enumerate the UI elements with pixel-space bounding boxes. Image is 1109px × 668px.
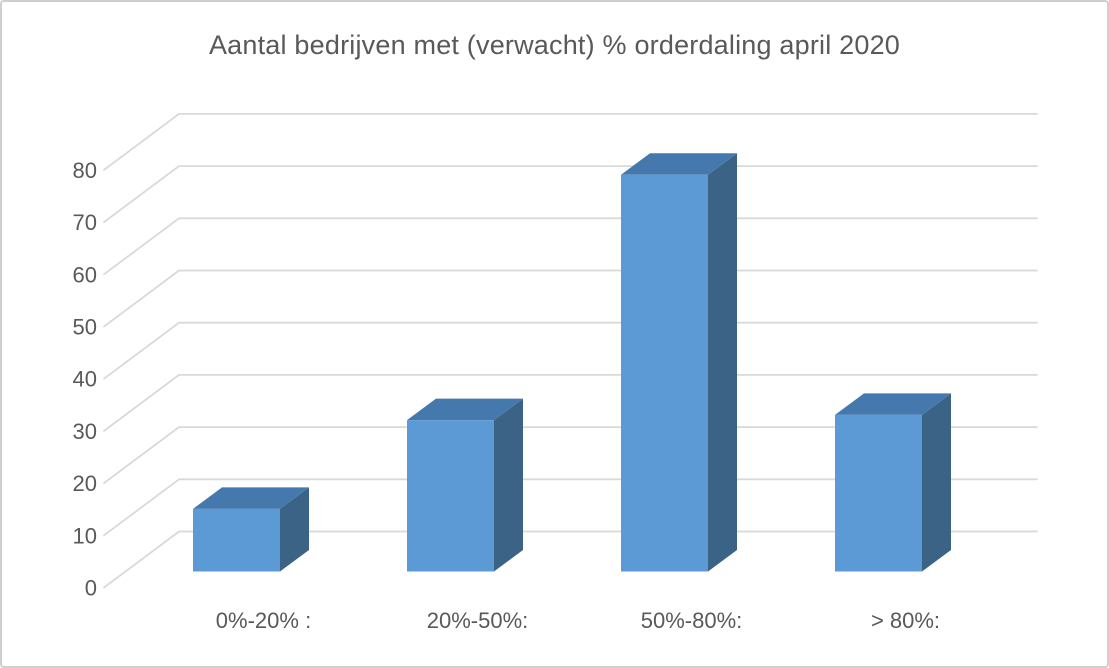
- y-tick-label: 50: [73, 315, 97, 340]
- chart-title: Aantal bedrijven met (verwacht) % orderd…: [208, 30, 901, 60]
- bar-top-face: [407, 398, 523, 421]
- x-category-label: 0%-20% :: [216, 608, 311, 633]
- bar-front-face: [835, 414, 922, 572]
- gridline: [103, 217, 1038, 276]
- gridline: [103, 426, 1038, 485]
- bar-side-face: [708, 153, 737, 572]
- bar-front-face: [621, 174, 708, 572]
- bar-top-face: [193, 487, 309, 509]
- gridline: [103, 530, 1038, 589]
- y-tick-label: 40: [73, 367, 97, 392]
- gridline: [103, 373, 1038, 432]
- y-tick-label: 80: [73, 158, 97, 183]
- y-tick-label: 60: [73, 262, 97, 287]
- bar-side-face: [922, 393, 951, 572]
- bar-top-face: [835, 393, 951, 415]
- gridline: [103, 321, 1038, 380]
- gridline: [103, 113, 1038, 171]
- x-category-label: 50%-80%:: [641, 608, 743, 633]
- y-tick-label: 70: [73, 210, 97, 235]
- x-category-label: > 80%:: [871, 608, 940, 633]
- gridline: [103, 478, 1038, 537]
- y-tick-label: 20: [73, 471, 97, 496]
- bar-top-face: [621, 153, 737, 175]
- y-tick-label: 10: [73, 523, 97, 548]
- bar-side-face: [280, 487, 309, 572]
- bar-side-face: [494, 398, 523, 572]
- y-tick-label: 0: [85, 576, 97, 601]
- gridline: [103, 165, 1038, 224]
- bar-front-face: [193, 508, 280, 572]
- x-category-label: 20%-50%:: [427, 608, 529, 633]
- bar-front-face: [407, 420, 494, 572]
- y-tick-label: 30: [73, 419, 97, 444]
- gridline: [103, 269, 1038, 328]
